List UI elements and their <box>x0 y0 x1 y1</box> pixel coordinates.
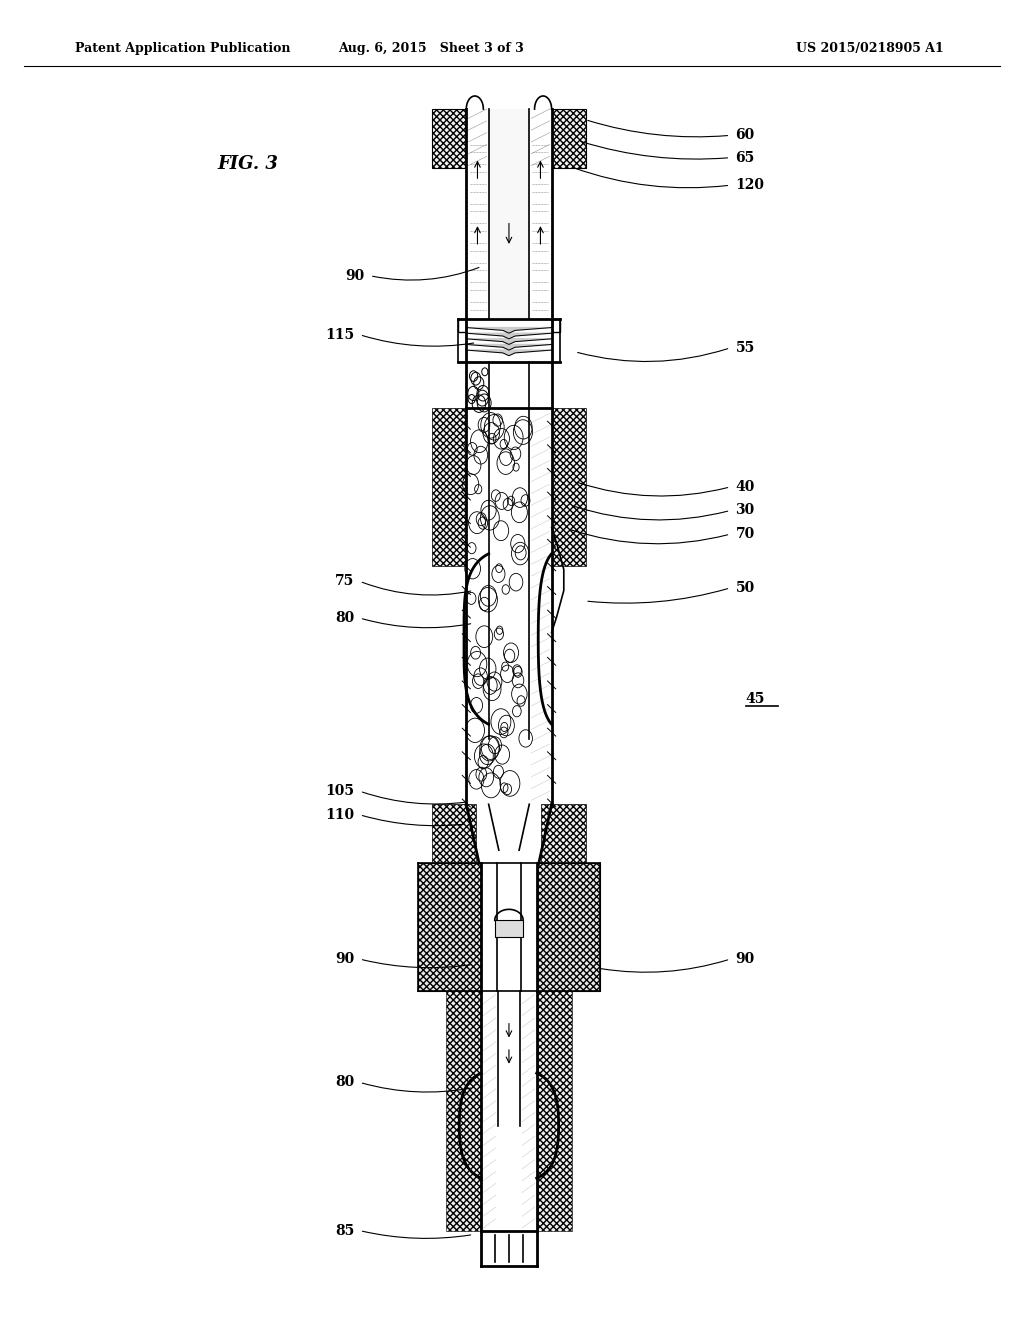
Bar <box>537 990 572 1230</box>
Text: 105: 105 <box>326 784 354 799</box>
Bar <box>488 110 529 319</box>
Polygon shape <box>466 333 552 339</box>
Text: 90: 90 <box>335 952 354 966</box>
Text: 45: 45 <box>745 693 765 706</box>
Polygon shape <box>466 327 552 333</box>
Text: 110: 110 <box>326 808 354 822</box>
Text: FIG. 3: FIG. 3 <box>217 156 279 173</box>
Bar <box>446 990 481 1230</box>
Text: 70: 70 <box>735 527 755 541</box>
Bar <box>552 110 586 168</box>
Text: 80: 80 <box>335 1076 354 1089</box>
Text: 80: 80 <box>335 611 354 626</box>
Text: 60: 60 <box>735 128 755 143</box>
Text: 75: 75 <box>335 574 354 589</box>
Polygon shape <box>466 345 552 350</box>
Text: 55: 55 <box>735 341 755 355</box>
Polygon shape <box>466 350 552 355</box>
Text: 40: 40 <box>735 480 755 494</box>
Text: 50: 50 <box>735 581 755 595</box>
Bar <box>537 863 600 990</box>
Text: 90: 90 <box>345 269 365 282</box>
Polygon shape <box>466 339 552 345</box>
Text: 65: 65 <box>735 150 755 165</box>
Text: 30: 30 <box>735 503 755 517</box>
Text: 115: 115 <box>326 327 354 342</box>
Text: 120: 120 <box>735 178 765 193</box>
Bar <box>432 804 476 863</box>
Bar <box>495 920 523 937</box>
Text: 85: 85 <box>335 1224 354 1238</box>
Bar <box>542 804 586 863</box>
Text: US 2015/0218905 A1: US 2015/0218905 A1 <box>797 42 944 55</box>
Text: Aug. 6, 2015   Sheet 3 of 3: Aug. 6, 2015 Sheet 3 of 3 <box>338 42 523 55</box>
Bar <box>458 319 466 331</box>
Bar <box>552 408 586 565</box>
Text: Patent Application Publication: Patent Application Publication <box>75 42 291 55</box>
Bar <box>432 408 466 565</box>
Bar <box>418 863 481 990</box>
Text: 90: 90 <box>735 952 755 966</box>
Bar <box>432 110 466 168</box>
Bar <box>552 319 560 331</box>
